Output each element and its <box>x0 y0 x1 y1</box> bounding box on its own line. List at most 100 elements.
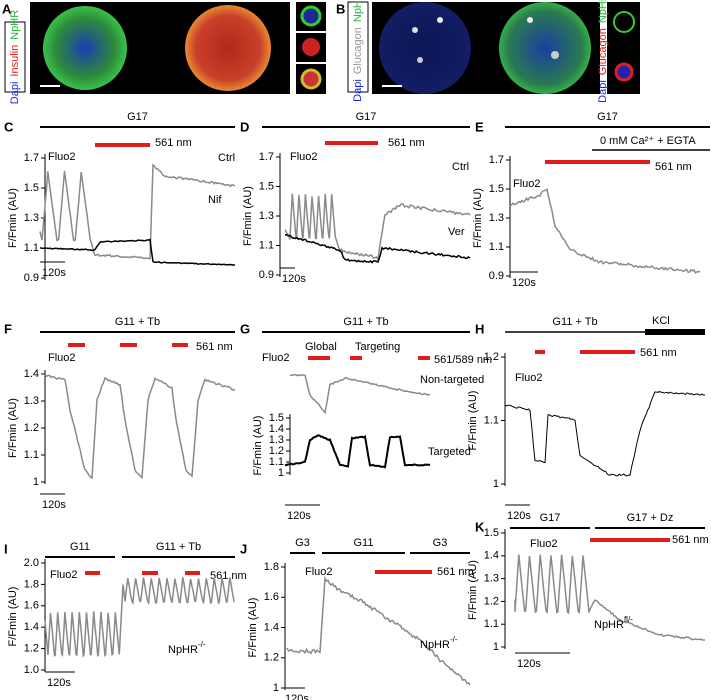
indicator: Fluo2 <box>48 151 76 163</box>
panel-label: J <box>240 541 247 556</box>
y-axis-label: F/Fmin (AU) <box>247 598 259 658</box>
laser-label: 561 nm <box>672 534 709 546</box>
genotype-name: NpHR <box>420 639 450 651</box>
y-tick-label: 0.9 <box>489 270 504 282</box>
genotype-sup: -/- <box>198 640 206 649</box>
condition: G17 <box>597 111 618 123</box>
condition: G11 + Tb <box>343 316 388 328</box>
genotype: NpHRfl/- <box>594 615 633 631</box>
trace <box>39 163 236 260</box>
trace <box>514 554 705 641</box>
cell <box>302 38 320 56</box>
y-tick-label: 1.2 <box>484 595 499 607</box>
stain-label: Dapi Insulin NpHR <box>9 10 21 104</box>
y-tick-label: 1.5 <box>489 183 504 195</box>
panel-label: E <box>475 119 484 134</box>
condition: G3 <box>295 537 310 549</box>
y-tick-label: 1.7 <box>259 151 274 163</box>
trace <box>284 234 471 264</box>
stain: Dapi <box>9 82 21 105</box>
trace <box>44 577 235 658</box>
genotype-name: NpHR <box>594 619 624 631</box>
time-scale: 120s <box>42 267 66 279</box>
trace <box>44 373 236 480</box>
stain-label: Dapi Glucagon NpHR <box>597 0 609 103</box>
stain-box <box>4 21 26 93</box>
y-tick-label: 1.5 <box>484 527 499 539</box>
y-tick-label: 1.0 <box>24 664 39 676</box>
y-tick-label: 1.5 <box>269 412 284 424</box>
y-tick-label: 1.3 <box>24 212 39 224</box>
time-scale: 120s <box>285 693 309 700</box>
y-tick-label: 1.4 <box>269 423 284 435</box>
y-tick-label: 2.0 <box>24 557 39 569</box>
indicator: Fluo2 <box>262 352 290 364</box>
y-tick-label: 1.4 <box>484 550 499 562</box>
laser-label: 561 nm <box>196 341 233 353</box>
trace <box>284 193 471 262</box>
condition: G11 + Tb <box>156 541 201 553</box>
y-axis-label: F/Fmin (AU) <box>7 398 19 458</box>
y-tick-label: 1.1 <box>269 456 284 468</box>
y-tick-label: 1 <box>273 682 279 694</box>
stimulation: Targeting <box>355 341 400 353</box>
condition: G11 + Tb <box>552 316 597 328</box>
y-axis-label: F/Fmin (AU) <box>7 587 19 647</box>
trace <box>504 390 706 477</box>
condition: G17 + Dz <box>627 512 674 524</box>
genotype: NpHR-/- <box>420 635 458 651</box>
y-axis-label: F/Fmin (AU) <box>7 188 19 248</box>
stain: Dapi <box>597 80 609 103</box>
laser-label: 561 nm <box>655 161 692 173</box>
condition: G11 + Tb <box>115 316 160 328</box>
condition: G11 <box>70 541 90 553</box>
stain: NpHR <box>352 0 364 22</box>
y-tick-label: 1.4 <box>24 621 39 633</box>
y-tick-label: 1.2 <box>269 445 284 457</box>
y-axis-label: F/Fmin (AU) <box>242 186 254 246</box>
condition: G17 <box>356 111 377 123</box>
y-tick-label: 1.8 <box>24 578 39 590</box>
panel-label: C <box>4 119 14 134</box>
time-scale: 120s <box>42 499 66 511</box>
panel-label: K <box>475 519 485 534</box>
stain: NpHR <box>597 0 609 23</box>
islet <box>43 6 127 90</box>
stain: Glucagon <box>597 28 609 75</box>
genotype-name: NpHR <box>168 644 198 656</box>
time-scale: 120s <box>47 677 71 689</box>
stain-box <box>347 1 369 93</box>
y-tick-label: 1.1 <box>24 449 39 461</box>
panel-label: I <box>4 541 8 556</box>
y-tick-label: 1.1 <box>259 239 274 251</box>
trace <box>509 188 701 274</box>
y-tick-label: 1.2 <box>24 422 39 434</box>
condition: G11 <box>354 537 374 549</box>
trace-label: Ver <box>448 226 465 238</box>
genotype-sup: fl/- <box>624 615 633 624</box>
y-tick-label: 1 <box>493 641 499 653</box>
y-tick-label: 1 <box>493 478 499 490</box>
y-tick-label: 1.4 <box>264 621 279 633</box>
condition: G17 <box>127 111 148 123</box>
stain: NpHR <box>9 10 21 40</box>
y-tick-label: 1.7 <box>489 154 504 166</box>
panel-label: B <box>336 1 345 16</box>
y-tick-label: 1.2 <box>264 652 279 664</box>
islet <box>499 2 591 94</box>
time-scale: 120s <box>517 658 541 670</box>
genotype: NpHR-/- <box>168 640 206 656</box>
y-tick-label: 1.3 <box>489 212 504 224</box>
y-tick-label: 1.1 <box>489 241 504 253</box>
y-tick-label: 1.3 <box>484 573 499 585</box>
indicator: Fluo2 <box>305 566 333 578</box>
y-tick-label: 1.3 <box>269 434 284 446</box>
indicator: Fluo2 <box>290 151 318 163</box>
cell <box>300 5 322 27</box>
time-scale: 120s <box>287 510 311 522</box>
condition: 0 mM Ca²⁺ + EGTA <box>600 135 696 147</box>
y-tick-label: 1.4 <box>24 368 39 380</box>
stain: Dapi <box>352 79 364 102</box>
trace-label: Ctrl <box>452 161 469 173</box>
y-tick-label: 1 <box>278 467 284 479</box>
